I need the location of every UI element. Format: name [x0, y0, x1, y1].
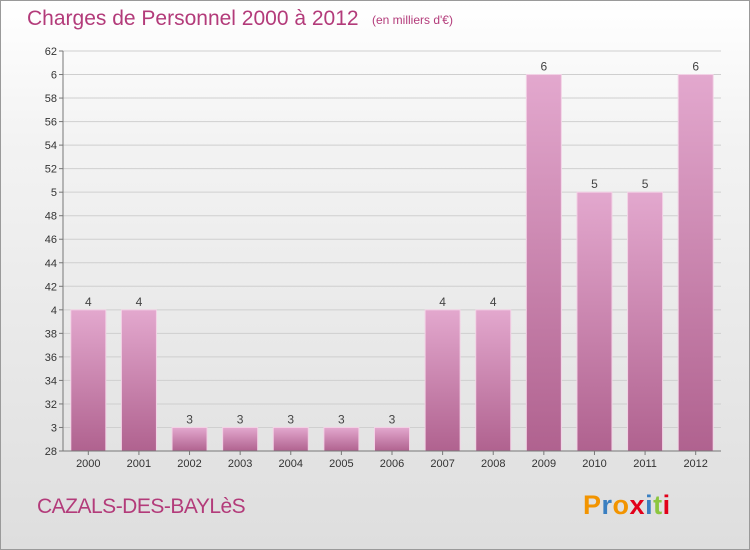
axes	[59, 50, 721, 455]
bar	[222, 426, 259, 452]
y-tick-label: 62	[45, 46, 57, 58]
data-label: 6	[692, 60, 699, 74]
bar	[120, 309, 157, 452]
y-tick-label: 34	[45, 375, 57, 387]
data-label: 3	[338, 412, 345, 426]
x-tick-label: 2011	[633, 458, 657, 470]
y-tick-label: 3	[51, 422, 57, 434]
y-tick-label: 58	[45, 93, 57, 105]
logo-letter: P	[583, 490, 602, 520]
logo-letter: x	[629, 490, 646, 520]
x-tick-label: 2012	[683, 458, 707, 470]
bar	[525, 74, 562, 452]
data-label: 6	[541, 60, 548, 74]
y-tick-label: 42	[45, 281, 57, 293]
chart-subtitle: (en milliers d'€)	[372, 13, 453, 27]
y-tick-label: 5	[51, 187, 57, 199]
x-tick-label: 2009	[532, 458, 556, 470]
y-tick-label: 44	[45, 258, 57, 270]
logo-letter: t	[653, 490, 663, 520]
y-tick-label: 32	[45, 399, 57, 411]
bar	[677, 74, 714, 452]
y-tick-label: 54	[45, 140, 57, 152]
logo-letter: i	[662, 490, 671, 520]
proxiti-logo[interactable]: Proxiti	[583, 490, 671, 521]
x-tick-label: 2005	[329, 458, 353, 470]
x-tick-label: 2001	[127, 458, 151, 470]
commune-name: CAZALS-DES-BAYLèS	[37, 495, 246, 518]
logo-letter: r	[601, 490, 613, 520]
y-tick-label: 6	[51, 70, 57, 82]
y-tick-label: 38	[45, 328, 57, 340]
labels: 2833234363844244464855254565866242000420…	[45, 46, 708, 470]
data-label: 3	[287, 412, 294, 426]
x-tick-label: 2003	[228, 458, 252, 470]
data-label: 4	[439, 295, 446, 309]
data-label: 3	[389, 412, 396, 426]
data-label: 5	[591, 177, 598, 191]
y-tick-label: 48	[45, 211, 57, 223]
bar	[374, 426, 410, 452]
bar	[272, 426, 309, 452]
x-tick-label: 2006	[380, 458, 404, 470]
y-tick-label: 52	[45, 164, 57, 176]
data-label: 4	[85, 295, 92, 309]
x-tick-label: 2002	[177, 458, 201, 470]
data-label: 4	[136, 295, 143, 309]
x-tick-label: 2007	[430, 458, 454, 470]
y-tick-label: 4	[51, 305, 57, 317]
bar	[171, 426, 208, 452]
bar	[323, 426, 360, 452]
y-tick-label: 36	[45, 352, 57, 364]
data-label: 3	[237, 412, 244, 426]
bar	[475, 309, 512, 452]
x-tick-label: 2008	[481, 458, 505, 470]
bars	[70, 74, 714, 452]
logo-letter: i	[645, 490, 654, 520]
y-tick-label: 56	[45, 117, 57, 129]
y-tick-label: 46	[45, 234, 57, 246]
data-label: 5	[642, 177, 649, 191]
data-label: 4	[490, 295, 497, 309]
grid-lines	[63, 50, 721, 452]
data-label: 3	[186, 412, 193, 426]
logo-letter: o	[612, 490, 630, 520]
x-tick-label: 2010	[582, 458, 606, 470]
bar	[576, 191, 613, 452]
x-tick-label: 2000	[76, 458, 100, 470]
x-tick-label: 2004	[279, 458, 303, 470]
y-tick-label: 28	[45, 446, 57, 458]
bar	[424, 309, 461, 452]
bar	[627, 191, 664, 452]
chart-title: Charges de Personnel 2000 à 2012	[27, 7, 359, 30]
bar	[70, 309, 107, 452]
